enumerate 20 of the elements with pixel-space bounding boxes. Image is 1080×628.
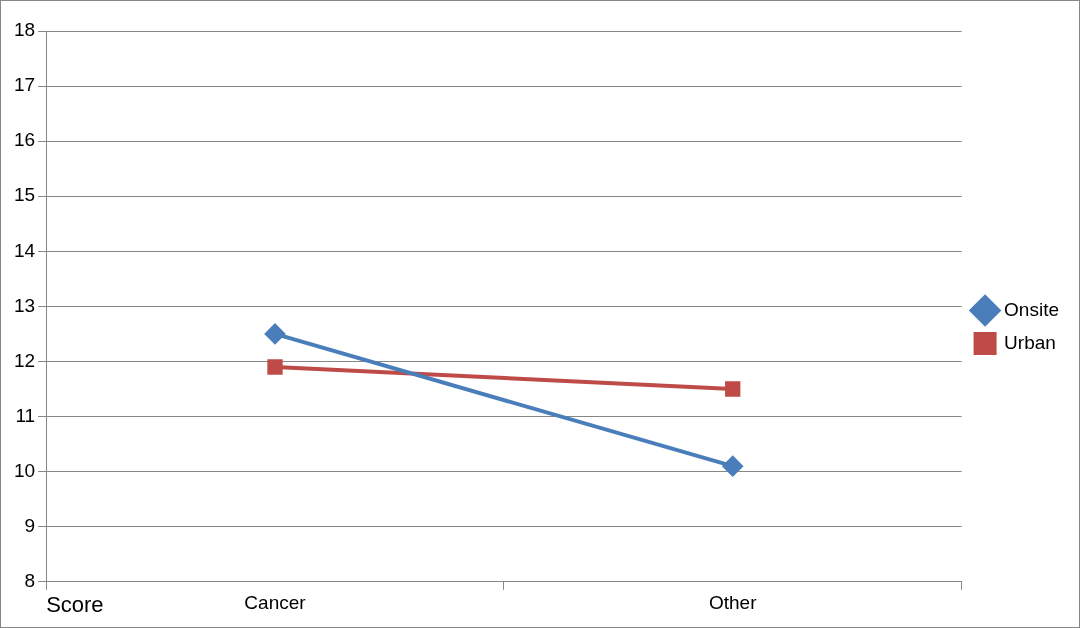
y-tick-label: 12 <box>13 349 36 371</box>
x-axis-title: Score <box>46 591 104 617</box>
point <box>267 359 283 375</box>
y-tick-label: 18 <box>13 19 36 41</box>
y-tick-label: 17 <box>13 74 36 96</box>
x-tick-label: Cancer <box>244 592 307 614</box>
legend-label: Onsite <box>1004 298 1060 320</box>
y-tick-label: 9 <box>24 514 36 536</box>
y-tick-label: 13 <box>13 294 36 316</box>
y-tick-label: 10 <box>13 459 36 481</box>
point <box>722 456 743 477</box>
legend-label: Urban <box>1004 331 1056 353</box>
point <box>265 323 285 344</box>
x-tick-label: Other <box>708 592 758 614</box>
y-tick-label: 15 <box>13 184 36 206</box>
y-tick-label: 16 <box>13 129 36 151</box>
y-tick-label: 11 <box>15 404 36 426</box>
y-tick-label: 8 <box>24 570 36 592</box>
y-tick-label: 14 <box>13 239 36 261</box>
point <box>725 381 741 397</box>
